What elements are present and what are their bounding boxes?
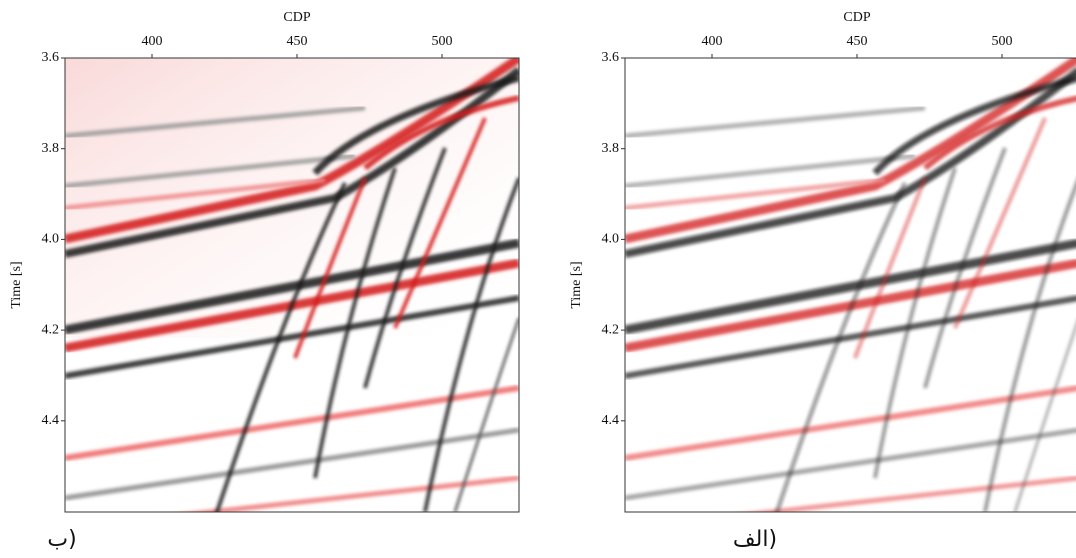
plot-frame — [624, 57, 1076, 513]
seismic-event — [313, 167, 397, 479]
x-tick-label: 500 — [992, 34, 1013, 49]
seismic-event — [953, 117, 1047, 329]
seismic-event — [65, 295, 519, 379]
seismic-event — [625, 238, 1076, 335]
seismic-event — [873, 167, 957, 479]
x-tick-label: 400 — [142, 34, 163, 49]
caption: ب) — [47, 527, 76, 552]
seismic-event — [363, 95, 519, 171]
x-axis-label: CDP — [283, 10, 310, 25]
seismic-event — [923, 147, 1007, 389]
seismic-event — [774, 182, 907, 512]
seismic-event — [423, 177, 519, 512]
panel: 400 450 500 CDP 3.6 3.8 4.0 4.2 4.4 Time [s] ب) — [9, 10, 520, 552]
y-tick-label: 4.4 — [602, 413, 620, 428]
seismic-event — [312, 74, 519, 176]
seismic-event — [625, 385, 1076, 461]
seismic-event — [625, 67, 1076, 258]
panel: 400 450 500 CDP 3.6 3.8 4.0 4.2 4.4 Time [s] الف) — [569, 10, 1076, 552]
plot-frame — [64, 57, 520, 513]
seismic-event — [363, 147, 447, 389]
y-tick-label: 4.0 — [602, 232, 620, 247]
seismic-event — [625, 105, 926, 139]
seismic-event — [65, 238, 519, 335]
seismic-event — [65, 177, 326, 211]
seismic-event — [65, 105, 366, 139]
seismic-event — [293, 177, 367, 359]
y-tick-label: 4.4 — [42, 413, 60, 428]
y-tick-label: 3.8 — [602, 141, 620, 156]
x-tick-label: 400 — [702, 34, 723, 49]
y-axis-label: Time [s] — [9, 261, 24, 308]
seismic-event — [853, 177, 927, 359]
x-tick-label: 450 — [287, 34, 308, 49]
seismic-event — [65, 153, 356, 189]
x-tick-label: 450 — [847, 34, 868, 49]
seismic-event — [1013, 322, 1076, 512]
y-axis-label: Time [s] — [569, 261, 584, 308]
y-tick-label: 3.6 — [42, 50, 60, 65]
seismic-image — [625, 58, 1076, 512]
seismic-image — [65, 58, 519, 512]
seismic-event — [65, 427, 519, 501]
y-tick-label: 4.2 — [42, 322, 60, 337]
seismic-event — [625, 427, 1076, 501]
seismic-event — [187, 475, 519, 512]
seismic-event — [393, 117, 487, 329]
seismic-event — [923, 95, 1076, 171]
y-tick-label: 3.6 — [602, 50, 620, 65]
seismic-event — [625, 153, 916, 189]
seismic-event — [625, 58, 1076, 244]
y-tick-label: 4.2 — [602, 322, 620, 337]
seismic-event — [747, 475, 1076, 512]
seismic-event — [872, 75, 1076, 176]
x-axis-label: CDP — [843, 10, 870, 25]
y-tick-label: 3.8 — [42, 141, 60, 156]
x-tick-label: 500 — [432, 34, 453, 49]
seismic-event — [65, 385, 519, 461]
caption: الف) — [733, 527, 777, 552]
seismic-event — [65, 66, 519, 258]
y-tick-label: 4.0 — [42, 232, 60, 247]
seismic-event — [453, 317, 519, 512]
seismic-event — [214, 182, 347, 512]
seismic-event — [625, 295, 1076, 379]
seismic-event — [625, 177, 886, 211]
seismic-event — [65, 58, 519, 244]
seismic-event — [983, 180, 1076, 512]
